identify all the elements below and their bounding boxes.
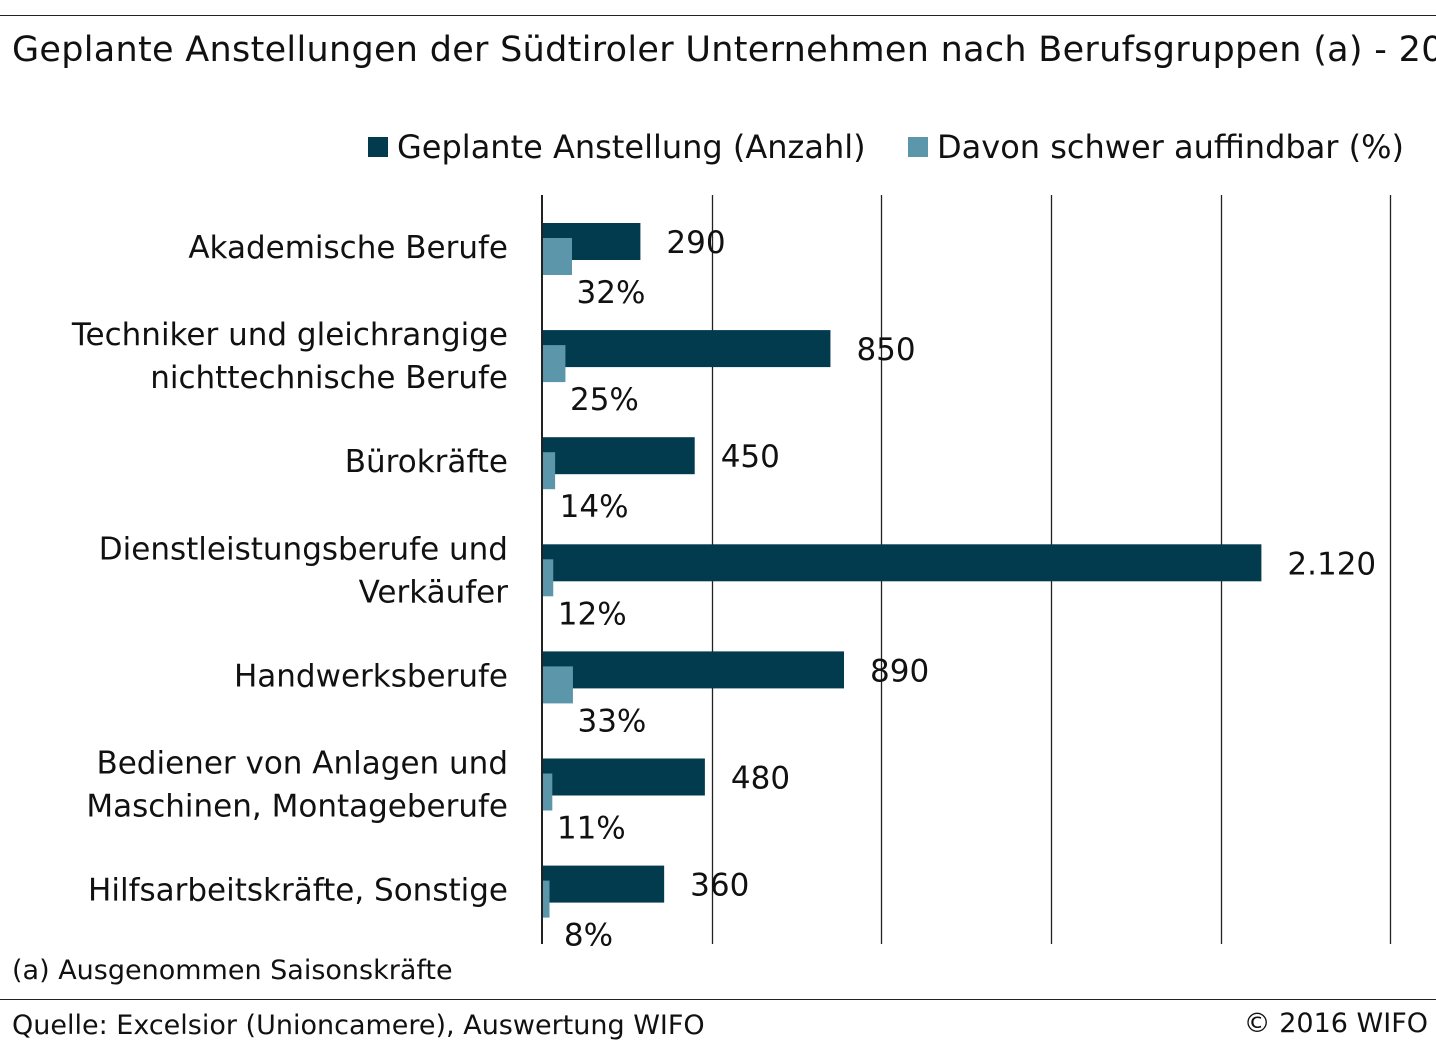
bar-pct (542, 345, 566, 383)
data-label-pct: 25% (570, 382, 639, 418)
category-label: Hilfsarbeitskräfte, Sonstige (88, 873, 508, 909)
bar-pct (542, 238, 572, 275)
data-label-pct: 12% (558, 596, 627, 632)
bar-count (542, 330, 831, 368)
data-label-pct: 14% (560, 489, 629, 525)
legend-swatch-count (368, 137, 388, 157)
legend-swatch-pct (908, 137, 928, 157)
data-label-pct: 8% (564, 918, 613, 954)
footnote: (a) Ausgenommen Saisonskräfte (12, 955, 453, 986)
data-label-count: 890 (870, 653, 929, 689)
bar-pct (542, 773, 553, 811)
legend-label-pct: Davon schwer auffindbar (%) (937, 128, 1404, 166)
category-label-line: Bediener von Anlagen und (96, 746, 508, 782)
data-label-pct: 33% (577, 703, 646, 739)
category-label: Techniker und gleichrangige nichttechnisc… (71, 317, 508, 396)
bar-count (542, 437, 695, 475)
bar-count (542, 865, 665, 903)
bar-count (542, 758, 705, 796)
data-label-pct: 11% (557, 811, 626, 847)
category-label: Bürokräfte (345, 444, 508, 480)
bar-pct (542, 559, 554, 597)
bar-pct (542, 452, 556, 490)
data-label-count: 480 (731, 761, 790, 797)
data-label-count: 360 (690, 868, 749, 904)
copyright: © 2016 WIFO (1243, 1008, 1428, 1039)
data-label-count: 450 (721, 439, 780, 475)
bottom-rule (0, 999, 1436, 1000)
category-label-line: nichttechnische Berufe (150, 360, 508, 396)
bar-count (542, 651, 845, 689)
category-label: Dienstleistungsberufe und Verkäufer (99, 531, 508, 610)
bar-pct (542, 880, 550, 918)
legend-item-pct: Davon schwer auffindbar (%) (908, 127, 1404, 167)
category-label-line: Techniker und gleichrangige (71, 317, 508, 353)
category-label-line: Verkäufer (359, 574, 509, 610)
category-label-line: Dienstleistungsberufe und (99, 531, 508, 567)
category-label: Handwerksberufe (234, 658, 508, 694)
category-label: Akademische Berufe (188, 230, 508, 266)
legend-item-count: Geplante Anstellung (Anzahl) (368, 127, 866, 167)
legend-label-count: Geplante Anstellung (Anzahl) (397, 128, 866, 166)
data-label-count: 850 (856, 332, 915, 368)
category-label-line: Maschinen, Montageberufe (86, 789, 508, 825)
bar-count (542, 544, 1262, 582)
chart-title: Geplante Anstellungen der Südtiroler Unt… (12, 30, 1436, 70)
top-rule (0, 15, 1436, 16)
category-label: Bediener von Anlagen und Maschinen, Monta… (86, 746, 508, 825)
data-label-count: 290 (666, 225, 725, 261)
data-label-pct: 32% (577, 275, 646, 311)
data-label-count: 2.120 (1287, 546, 1376, 582)
source-note: Quelle: Excelsior (Unioncamere), Auswert… (12, 1010, 705, 1041)
bar-pct (542, 666, 573, 704)
